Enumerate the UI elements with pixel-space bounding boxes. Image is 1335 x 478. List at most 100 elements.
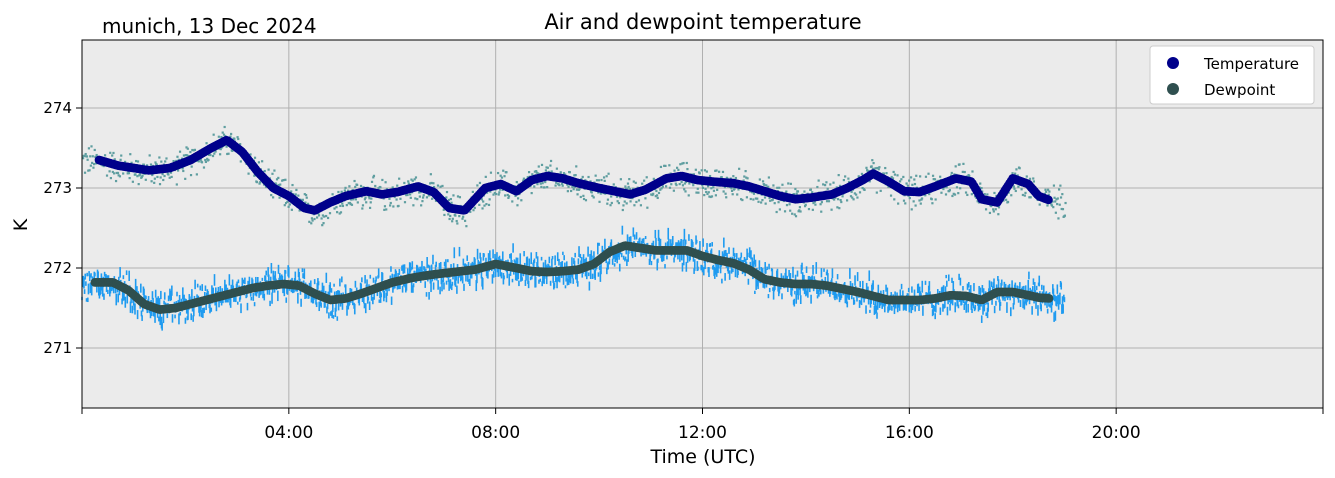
temperature-raw-point	[150, 180, 153, 183]
temperature-raw-point	[520, 199, 523, 202]
temperature-raw-point	[456, 195, 460, 198]
temperature-raw-point	[1050, 203, 1053, 206]
temperature-raw-point	[788, 203, 791, 206]
temperature-raw-point	[703, 193, 706, 197]
temperature-raw-point	[226, 152, 229, 156]
temperature-raw-point	[1052, 206, 1055, 209]
temperature-raw-point	[698, 172, 701, 175]
temperature-raw-point	[1063, 214, 1067, 217]
temperature-raw-point	[481, 207, 484, 210]
temperature-raw-point	[304, 193, 308, 197]
temperature-raw-point	[737, 188, 740, 191]
temperature-raw-point	[968, 174, 971, 178]
temperature-raw-point	[501, 188, 504, 191]
temperature-raw-point	[488, 198, 491, 201]
temperature-raw-point	[612, 183, 615, 186]
temperature-raw-point	[838, 207, 841, 210]
temperature-raw-point	[650, 193, 653, 196]
temperature-raw-point	[261, 160, 264, 163]
temperature-raw-point	[665, 185, 668, 188]
temperature-raw-point	[368, 206, 372, 209]
temperature-raw-point	[833, 198, 836, 201]
temperature-raw-point	[337, 190, 340, 194]
temperature-raw-point	[566, 183, 569, 186]
temperature-raw-point	[222, 133, 226, 136]
temperature-raw-point	[931, 174, 935, 177]
temperature-raw-point	[931, 202, 934, 205]
temperature-raw-point	[816, 185, 819, 189]
temperature-raw-point	[882, 172, 886, 175]
temperature-raw-point	[259, 181, 262, 184]
temperature-raw-point	[388, 197, 391, 200]
temperature-raw-point	[793, 213, 796, 216]
temperature-raw-point	[568, 171, 571, 174]
temperature-raw-point	[304, 201, 307, 204]
temperature-raw-point	[422, 194, 425, 197]
temperature-raw-point	[919, 175, 922, 178]
temperature-raw-point	[277, 183, 281, 187]
temperature-raw-point	[83, 171, 87, 174]
temperature-raw-point	[979, 182, 982, 185]
temperature-raw-point	[321, 214, 324, 217]
temperature-raw-point	[569, 189, 573, 193]
temperature-raw-point	[874, 167, 877, 170]
temperature-raw-point	[418, 195, 421, 198]
temperature-raw-point	[291, 183, 294, 187]
temperature-raw-point	[88, 169, 91, 172]
temperature-raw-point	[208, 153, 211, 157]
temperature-raw-point	[1055, 198, 1058, 201]
temperature-raw-point	[445, 190, 449, 194]
temperature-raw-point	[619, 196, 622, 199]
temperature-raw-point	[749, 197, 752, 201]
temperature-raw-point	[709, 195, 712, 199]
temperature-raw-point	[597, 191, 600, 194]
temperature-raw-point	[458, 215, 461, 218]
temperature-raw-point	[1046, 204, 1049, 207]
temperature-raw-point	[367, 195, 370, 198]
temperature-raw-point	[239, 160, 242, 163]
temperature-raw-point	[1061, 193, 1064, 196]
temperature-raw-point	[164, 160, 167, 163]
temperature-raw-point	[767, 176, 770, 179]
temperature-raw-point	[1020, 188, 1023, 191]
temperature-raw-point	[297, 194, 300, 197]
temperature-raw-point	[610, 195, 613, 198]
temperature-raw-point	[619, 178, 622, 181]
temperature-raw-point	[270, 193, 273, 197]
temperature-raw-point	[710, 195, 714, 198]
temperature-raw-point	[480, 198, 484, 201]
temperature-raw-point	[489, 171, 493, 174]
temperature-raw-point	[177, 158, 180, 161]
temperature-raw-point	[835, 186, 838, 189]
temperature-raw-point	[733, 187, 736, 190]
temperature-raw-point	[290, 190, 293, 193]
temperature-raw-point	[913, 178, 916, 181]
temperature-raw-point	[323, 215, 326, 218]
temperature-raw-point	[111, 170, 114, 174]
temperature-raw-point	[544, 169, 547, 172]
temperature-raw-point	[841, 195, 844, 198]
temperature-raw-point	[503, 175, 506, 178]
temperature-raw-point	[511, 200, 514, 203]
temperature-raw-point	[379, 186, 382, 189]
temperature-raw-point	[877, 168, 880, 171]
temperature-raw-point	[502, 169, 505, 172]
temperature-raw-point	[516, 204, 519, 207]
temperature-raw-point	[523, 178, 526, 181]
temperature-raw-point	[1021, 193, 1024, 197]
temperature-raw-point	[353, 179, 356, 183]
temperature-raw-point	[526, 176, 529, 179]
temperature-raw-point	[199, 158, 202, 161]
temperature-raw-point	[95, 153, 98, 157]
temperature-raw-point	[451, 220, 454, 223]
temperature-raw-point	[819, 203, 822, 206]
temperature-raw-point	[550, 170, 553, 173]
temperature-raw-point	[561, 184, 564, 187]
temperature-raw-point	[395, 198, 398, 201]
temperature-raw-point	[844, 175, 847, 178]
temperature-raw-point	[399, 197, 402, 200]
temperature-raw-point	[652, 192, 655, 195]
temperature-raw-point	[976, 200, 979, 203]
temperature-raw-point	[1057, 217, 1060, 220]
temperature-raw-point	[476, 184, 479, 187]
